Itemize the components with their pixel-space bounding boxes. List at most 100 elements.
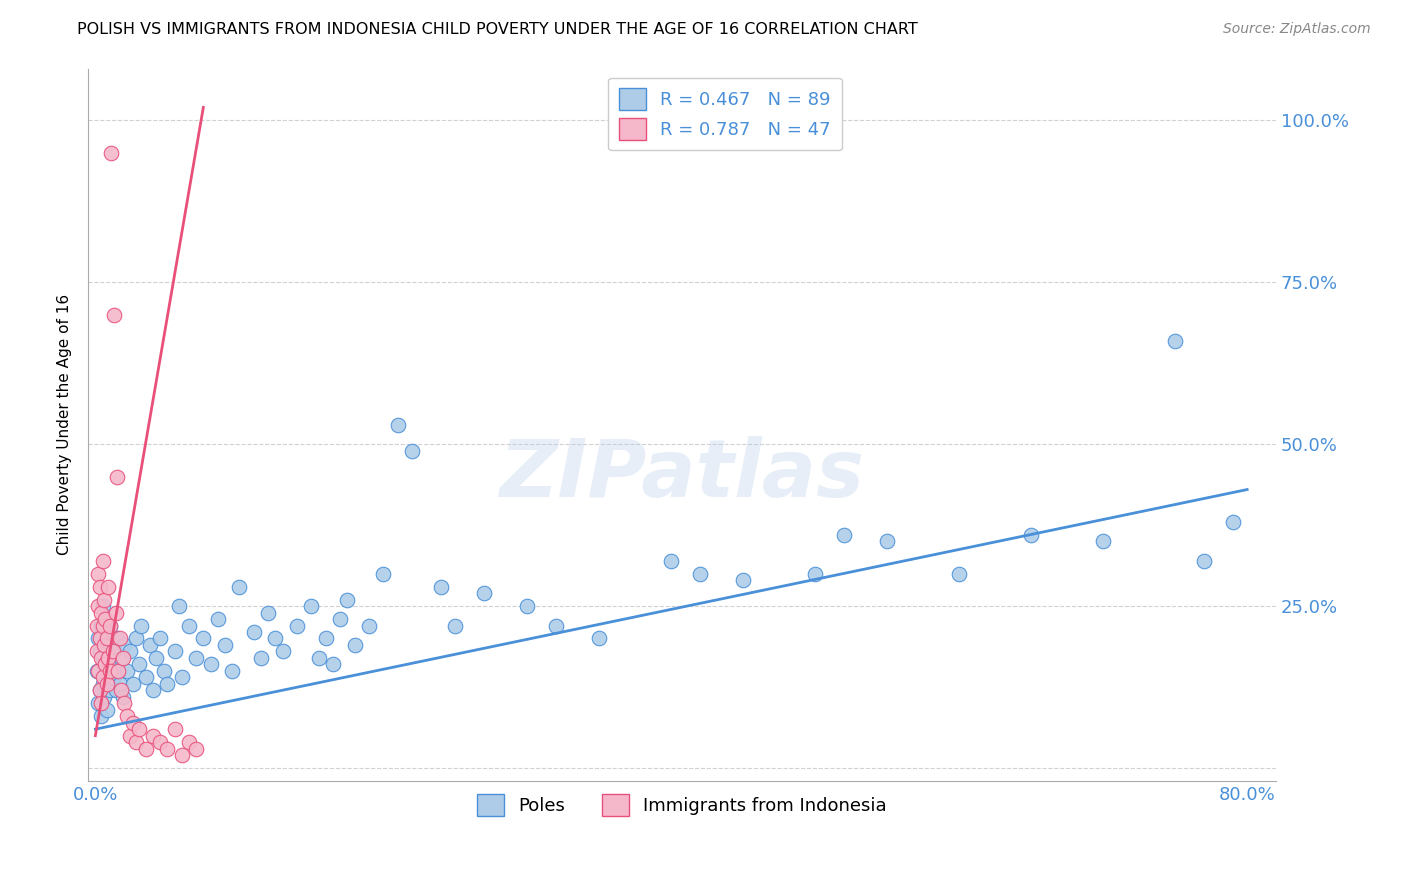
Point xyxy=(103,644,125,658)
Point xyxy=(91,599,114,614)
Point xyxy=(1019,528,1042,542)
Point xyxy=(177,735,200,749)
Point xyxy=(153,664,176,678)
Point xyxy=(107,664,129,678)
Point xyxy=(104,606,127,620)
Point xyxy=(110,683,132,698)
Point xyxy=(100,145,122,160)
Point xyxy=(98,664,121,678)
Point xyxy=(97,644,120,658)
Point xyxy=(94,612,117,626)
Point xyxy=(91,651,114,665)
Point xyxy=(373,566,395,581)
Point xyxy=(96,703,118,717)
Point xyxy=(89,580,111,594)
Point xyxy=(271,644,294,658)
Point xyxy=(444,618,467,632)
Point xyxy=(98,618,121,632)
Point xyxy=(142,683,165,698)
Point xyxy=(357,618,380,632)
Point xyxy=(110,651,132,665)
Point xyxy=(193,632,215,646)
Point xyxy=(124,735,146,749)
Point xyxy=(387,417,409,432)
Point xyxy=(97,580,120,594)
Point xyxy=(299,599,322,614)
Point xyxy=(516,599,538,614)
Point xyxy=(200,657,222,672)
Point xyxy=(93,638,115,652)
Point xyxy=(948,566,970,581)
Point xyxy=(588,632,610,646)
Point xyxy=(89,683,111,698)
Point xyxy=(170,748,193,763)
Point xyxy=(149,735,172,749)
Point xyxy=(107,664,129,678)
Point xyxy=(1092,534,1115,549)
Point xyxy=(97,651,120,665)
Point xyxy=(804,566,827,581)
Point xyxy=(170,670,193,684)
Point xyxy=(343,638,366,652)
Point xyxy=(329,612,352,626)
Point xyxy=(93,690,115,704)
Point xyxy=(108,632,131,646)
Point xyxy=(103,308,125,322)
Point xyxy=(91,677,114,691)
Point xyxy=(308,651,330,665)
Point xyxy=(86,664,108,678)
Point xyxy=(89,683,111,698)
Point xyxy=(177,618,200,632)
Point xyxy=(94,657,117,672)
Text: POLISH VS IMMIGRANTS FROM INDONESIA CHILD POVERTY UNDER THE AGE OF 16 CORRELATIO: POLISH VS IMMIGRANTS FROM INDONESIA CHIL… xyxy=(77,22,918,37)
Point xyxy=(94,670,117,684)
Point xyxy=(89,632,111,646)
Point xyxy=(659,554,682,568)
Point xyxy=(250,651,273,665)
Point xyxy=(115,709,138,723)
Legend: Poles, Immigrants from Indonesia: Poles, Immigrants from Indonesia xyxy=(468,785,896,825)
Point xyxy=(93,592,115,607)
Point xyxy=(86,618,108,632)
Point xyxy=(689,566,711,581)
Point xyxy=(105,632,128,646)
Point xyxy=(149,632,172,646)
Point xyxy=(214,638,236,652)
Point xyxy=(96,632,118,646)
Point xyxy=(90,696,112,710)
Point xyxy=(108,677,131,691)
Point xyxy=(115,664,138,678)
Point xyxy=(876,534,898,549)
Point xyxy=(184,741,207,756)
Point xyxy=(90,709,112,723)
Point xyxy=(101,670,124,684)
Point xyxy=(97,664,120,678)
Point xyxy=(472,586,495,600)
Point xyxy=(90,606,112,620)
Point xyxy=(87,566,110,581)
Point xyxy=(315,632,337,646)
Point xyxy=(96,677,118,691)
Point xyxy=(207,612,229,626)
Point xyxy=(96,632,118,646)
Point xyxy=(167,599,190,614)
Point xyxy=(131,618,153,632)
Point xyxy=(118,729,141,743)
Point xyxy=(100,657,122,672)
Point xyxy=(89,644,111,658)
Point xyxy=(163,644,186,658)
Point xyxy=(104,683,127,698)
Point xyxy=(94,638,117,652)
Point xyxy=(87,599,110,614)
Text: ZIPatlas: ZIPatlas xyxy=(499,435,865,514)
Point xyxy=(430,580,453,594)
Point xyxy=(546,618,568,632)
Point xyxy=(87,664,110,678)
Point xyxy=(91,670,114,684)
Point xyxy=(1222,515,1244,529)
Point xyxy=(121,715,143,730)
Point xyxy=(322,657,344,672)
Point xyxy=(285,618,308,632)
Point xyxy=(112,638,135,652)
Point xyxy=(336,592,359,607)
